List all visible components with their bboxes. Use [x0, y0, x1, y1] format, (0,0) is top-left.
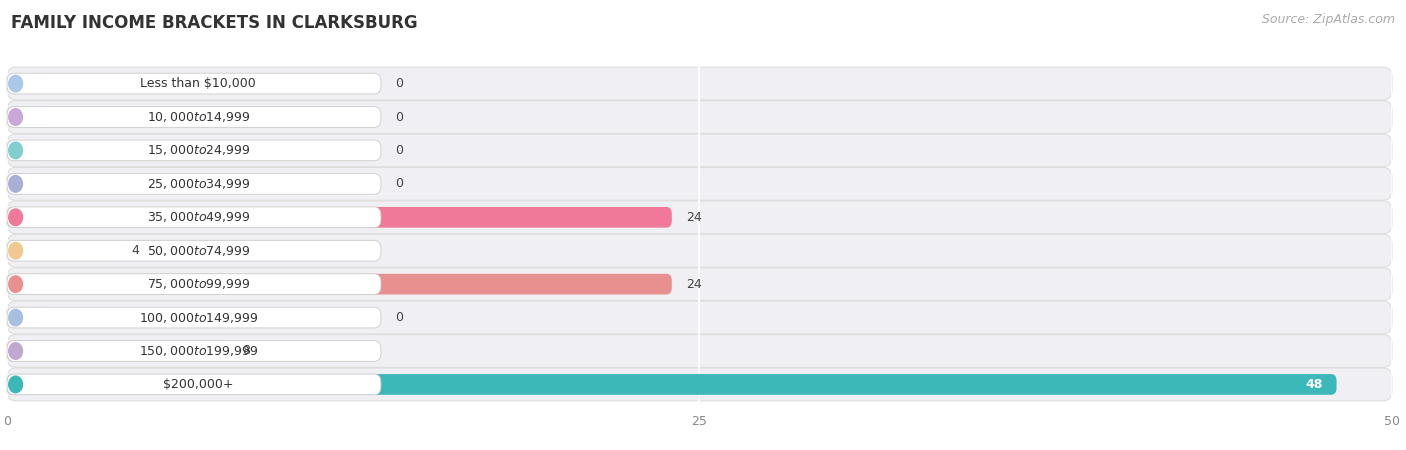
- Text: FAMILY INCOME BRACKETS IN CLARKSBURG: FAMILY INCOME BRACKETS IN CLARKSBURG: [11, 14, 418, 32]
- FancyBboxPatch shape: [7, 201, 1392, 234]
- Text: $15,000 to $24,999: $15,000 to $24,999: [146, 144, 250, 158]
- FancyBboxPatch shape: [7, 140, 49, 161]
- Circle shape: [8, 209, 22, 225]
- Text: 0: 0: [395, 311, 402, 324]
- FancyBboxPatch shape: [7, 301, 1392, 334]
- FancyBboxPatch shape: [7, 73, 381, 94]
- FancyBboxPatch shape: [7, 167, 1392, 200]
- FancyBboxPatch shape: [7, 341, 229, 361]
- FancyBboxPatch shape: [7, 341, 381, 361]
- FancyBboxPatch shape: [7, 307, 49, 328]
- Text: 0: 0: [395, 177, 402, 190]
- FancyBboxPatch shape: [7, 335, 1392, 367]
- Text: 0: 0: [395, 77, 402, 90]
- Circle shape: [8, 309, 22, 326]
- Text: $75,000 to $99,999: $75,000 to $99,999: [146, 277, 250, 291]
- Text: 24: 24: [686, 211, 702, 224]
- Text: 48: 48: [1305, 378, 1323, 391]
- FancyBboxPatch shape: [7, 67, 1392, 100]
- Text: 8: 8: [242, 345, 250, 357]
- Circle shape: [8, 276, 22, 293]
- FancyBboxPatch shape: [7, 174, 49, 194]
- Text: Source: ZipAtlas.com: Source: ZipAtlas.com: [1261, 14, 1395, 27]
- Circle shape: [8, 376, 22, 393]
- FancyBboxPatch shape: [7, 374, 381, 395]
- FancyBboxPatch shape: [7, 207, 672, 228]
- Text: $150,000 to $199,999: $150,000 to $199,999: [139, 344, 257, 358]
- FancyBboxPatch shape: [7, 107, 49, 127]
- Text: $50,000 to $74,999: $50,000 to $74,999: [146, 244, 250, 258]
- FancyBboxPatch shape: [7, 101, 1392, 133]
- Circle shape: [8, 176, 22, 192]
- Text: $35,000 to $49,999: $35,000 to $49,999: [146, 210, 250, 224]
- Text: $200,000+: $200,000+: [163, 378, 233, 391]
- Text: $25,000 to $34,999: $25,000 to $34,999: [146, 177, 250, 191]
- FancyBboxPatch shape: [7, 274, 381, 294]
- Circle shape: [8, 243, 22, 259]
- FancyBboxPatch shape: [7, 374, 1337, 395]
- Text: 4: 4: [132, 244, 139, 257]
- FancyBboxPatch shape: [7, 274, 672, 294]
- FancyBboxPatch shape: [7, 268, 1392, 301]
- FancyBboxPatch shape: [7, 234, 1392, 267]
- Text: $100,000 to $149,999: $100,000 to $149,999: [139, 310, 257, 324]
- Circle shape: [8, 109, 22, 125]
- Text: Less than $10,000: Less than $10,000: [141, 77, 256, 90]
- FancyBboxPatch shape: [7, 174, 381, 194]
- FancyBboxPatch shape: [7, 140, 381, 161]
- FancyBboxPatch shape: [7, 368, 1392, 401]
- Circle shape: [8, 343, 22, 359]
- FancyBboxPatch shape: [7, 307, 381, 328]
- Circle shape: [8, 75, 22, 92]
- FancyBboxPatch shape: [7, 240, 381, 261]
- Text: 24: 24: [686, 278, 702, 291]
- Circle shape: [8, 142, 22, 159]
- FancyBboxPatch shape: [7, 134, 1392, 167]
- Text: 0: 0: [395, 111, 402, 123]
- FancyBboxPatch shape: [7, 73, 49, 94]
- Text: 0: 0: [395, 144, 402, 157]
- FancyBboxPatch shape: [7, 207, 381, 228]
- FancyBboxPatch shape: [7, 107, 381, 127]
- FancyBboxPatch shape: [7, 240, 118, 261]
- Text: $10,000 to $14,999: $10,000 to $14,999: [146, 110, 250, 124]
